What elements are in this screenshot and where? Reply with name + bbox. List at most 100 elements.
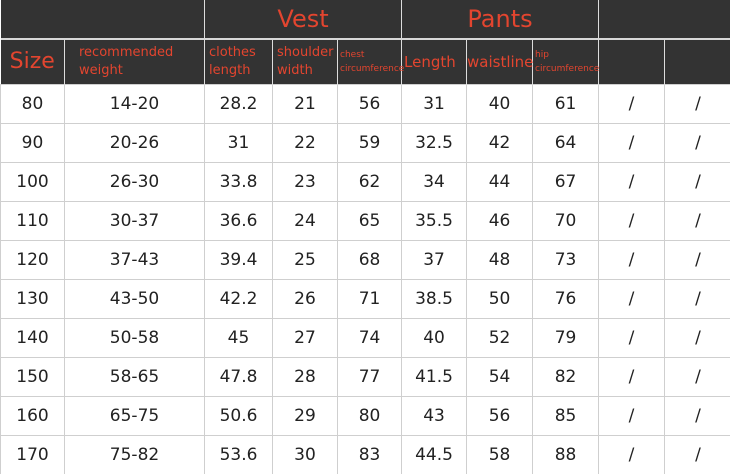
table-cell: 43-50 [64,279,205,319]
table-cell: / [664,240,730,280]
table-cell: / [598,84,666,124]
table-cell: 30-37 [64,201,205,241]
table-cell: 25 [272,240,338,280]
table-row: 130 43-50 42.2 26 71 38.5 50 76// [0,279,730,319]
table-cell: 80 [0,84,65,124]
table-cell: 56 [336,84,403,124]
table-cell: 70 [532,201,600,241]
table-cell: 48 [466,240,534,280]
table-cell: 150 [0,357,65,397]
table-cell: / [664,318,730,358]
table-cell: 110 [0,201,65,241]
col-waistline: waistline [466,39,533,85]
table-row: 150 58-65 47.8 28 77 41.5 54 82// [0,357,730,397]
table-row: 80 14-20 28.2 21 56 31 40 61// [0,84,730,124]
table-cell: 42.2 [204,279,273,319]
table-cell: 140 [0,318,65,358]
table-cell: 82 [532,357,600,397]
table-cell: / [664,84,730,124]
table-cell: 47.8 [204,357,273,397]
table-cell: 83 [336,435,403,474]
table-cell: 37 [401,240,468,280]
table-cell: / [664,201,730,241]
table-cell: 34 [401,162,468,202]
table-cell: 58 [466,435,534,474]
table-cell: / [664,279,730,319]
table-cell: 37-43 [64,240,205,280]
table-row: 140 50-58 45 27 74 40 52 79// [0,318,730,358]
table-cell: 130 [0,279,65,319]
table-cell: 85 [532,396,600,436]
table-cell: 59 [336,123,403,163]
table-cell: 44.5 [401,435,468,474]
table-cell: / [598,435,666,474]
header-blank [0,0,205,40]
table-cell: 26-30 [64,162,205,202]
table-cell: 33.8 [204,162,273,202]
table-cell: 120 [0,240,65,280]
table-cell: 64 [532,123,600,163]
table-cell: 68 [336,240,403,280]
table-cell: 44 [466,162,534,202]
table-cell: 20-26 [64,123,205,163]
table-cell: 53.6 [204,435,273,474]
table-cell: 67 [532,162,600,202]
table-cell: 22 [272,123,338,163]
table-cell: / [664,162,730,202]
table-cell: / [598,201,666,241]
table-cell: / [598,240,666,280]
table-cell: 75-82 [64,435,205,474]
col-length: Length [401,39,467,85]
table-cell: 77 [336,357,403,397]
table-cell: 50-58 [64,318,205,358]
table-cell: 62 [336,162,403,202]
header-blank-right [598,0,730,40]
col-shoulder-width: shoulder width [272,39,338,85]
table-cell: 29 [272,396,338,436]
table-cell: 31 [204,123,273,163]
table-cell: 76 [532,279,600,319]
table-row: 160 65-75 50.6 29 80 43 56 85// [0,396,730,436]
table-cell: / [664,435,730,474]
table-cell: 42 [466,123,534,163]
table-cell: 71 [336,279,403,319]
table-cell: 88 [532,435,600,474]
table-cell: 36.6 [204,201,273,241]
table-cell: 45 [204,318,273,358]
table-cell: 43 [401,396,468,436]
table-cell: 50.6 [204,396,273,436]
table-cell: 160 [0,396,65,436]
table-row: 170 75-82 53.6 30 83 44.5 58 88// [0,435,730,474]
col-chest: chest circumference [336,39,404,85]
table-cell: 40 [401,318,468,358]
table-cell: 30 [272,435,338,474]
table-cell: 46 [466,201,534,241]
table-cell: 73 [532,240,600,280]
table-cell: 26 [272,279,338,319]
table-cell: / [598,123,666,163]
table-cell: 80 [336,396,403,436]
table-cell: 58-65 [64,357,205,397]
group-pants: Pants [401,0,599,40]
table-cell: 39.4 [204,240,273,280]
table-cell: 54 [466,357,534,397]
table-cell: 41.5 [401,357,468,397]
col-clothes-length: clothes length [204,39,273,85]
table-cell: / [664,396,730,436]
table-cell: / [598,162,666,202]
col-empty-2 [664,39,730,85]
table-cell: 28 [272,357,338,397]
table-cell: 50 [466,279,534,319]
table-cell: 65-75 [64,396,205,436]
table-row: 110 30-37 36.6 24 65 35.5 46 70// [0,201,730,241]
col-empty-1 [598,39,665,85]
table-cell: / [598,396,666,436]
table-cell: / [664,123,730,163]
col-size: Size [0,39,65,85]
table-cell: 79 [532,318,600,358]
col-hip: hip circumference [532,39,599,85]
table-cell: 23 [272,162,338,202]
table-cell: 170 [0,435,65,474]
